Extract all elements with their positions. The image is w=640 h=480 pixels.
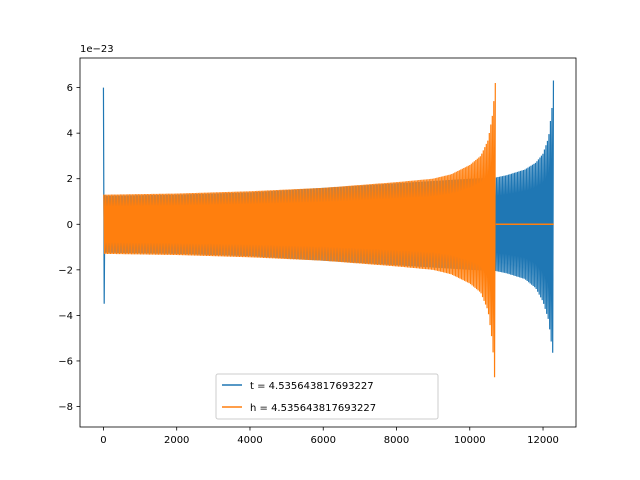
y-axis-ticks: −8 −6 −4 −2 0 2 4 6 bbox=[58, 83, 80, 413]
y-tick-label: −4 bbox=[58, 311, 73, 322]
y-tick-label: 4 bbox=[67, 129, 73, 140]
x-tick-label: 10000 bbox=[454, 435, 486, 446]
legend-label-h: h = 4.535643817693227 bbox=[250, 403, 376, 414]
y-tick-label: 2 bbox=[67, 174, 73, 185]
y-tick-label: 6 bbox=[67, 83, 73, 94]
legend-box bbox=[215, 373, 439, 420]
y-tick-label: −6 bbox=[58, 356, 73, 367]
series-line-1 bbox=[103, 82, 496, 378]
legend: t = 4.535643817693227 h = 4.535643817693… bbox=[215, 373, 439, 420]
x-axis-ticks: 0 2000 4000 6000 8000 10000 12000 bbox=[100, 427, 559, 446]
axes-frame bbox=[79, 57, 577, 428]
y-tick-label: 0 bbox=[67, 220, 73, 231]
x-tick-label: 12000 bbox=[527, 435, 559, 446]
y-axis-offset-label: 1e−23 bbox=[80, 44, 114, 55]
x-tick-label: 8000 bbox=[384, 435, 409, 446]
y-tick-label: −2 bbox=[58, 265, 73, 276]
legend-label-t: t = 4.535643817693227 bbox=[250, 381, 374, 392]
x-tick-label: 4000 bbox=[237, 435, 262, 446]
x-tick-label: 6000 bbox=[311, 435, 336, 446]
y-tick-label: −8 bbox=[58, 402, 73, 413]
plot-area bbox=[102, 80, 555, 378]
x-tick-label: 2000 bbox=[164, 435, 189, 446]
x-tick-label: 0 bbox=[100, 435, 106, 446]
